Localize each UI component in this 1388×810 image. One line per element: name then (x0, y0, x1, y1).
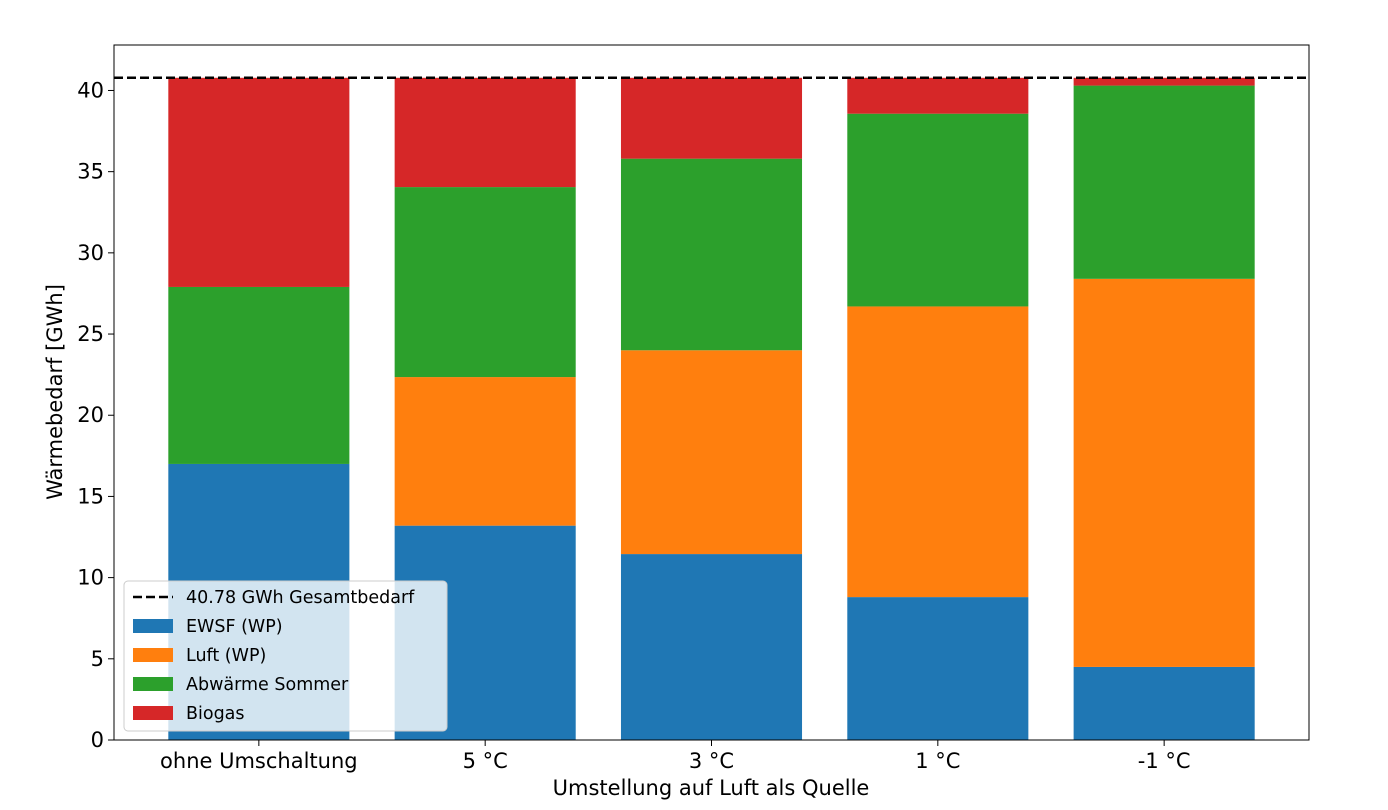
bar-segment-luft-wp--4 (1073, 278, 1255, 667)
bar-segment-abw-rme-sommer-2 (620, 158, 803, 351)
legend-label: Biogas (186, 704, 245, 724)
legend: 40.78 GWh Gesamtbedarf EWSF (WP) Luft (WP)… (123, 580, 448, 732)
bar-segment-biogas-3 (847, 77, 1029, 114)
y-tick-label: 0 (91, 728, 104, 752)
y-tick-label: 15 (77, 484, 104, 508)
bar-segment-biogas-1 (394, 77, 576, 188)
legend-label: Abwärme Sommer (186, 675, 349, 695)
bar-segment-biogas-0 (168, 77, 350, 287)
x-tick-label: 3 °C (689, 749, 734, 773)
legend-swatch (133, 619, 173, 633)
bar-segment-abw-rme-sommer-1 (394, 187, 576, 378)
legend-label: EWSF (WP) (186, 617, 283, 637)
bar-segment-luft-wp--1 (394, 377, 576, 526)
x-tick-label: -1 °C (1138, 749, 1191, 773)
y-tick-label: 30 (77, 241, 104, 265)
y-tick-label: 10 (77, 566, 104, 590)
y-tick-label: 5 (91, 647, 104, 671)
y-axis-label: Wärmebedarf [GWh] (43, 284, 67, 500)
x-axis-ticks: ohne Umschaltung 5 °C 3 °C 1 °C -1 °C (160, 740, 1191, 773)
bar-segment-ewsf-wp--2 (620, 554, 803, 740)
bar-segment-luft-wp--2 (620, 350, 803, 555)
y-tick-label: 25 (77, 322, 104, 346)
bar-segment-abw-rme-sommer-4 (1073, 85, 1255, 279)
x-tick-label: ohne Umschaltung (160, 749, 358, 773)
legend-label-reference: 40.78 GWh Gesamtbedarf (186, 588, 415, 608)
y-tick-label: 35 (77, 160, 104, 184)
y-tick-label: 20 (77, 403, 104, 427)
x-tick-label: 5 °C (463, 749, 508, 773)
legend-swatch (133, 706, 173, 720)
legend-swatch (133, 648, 173, 662)
bars (168, 77, 1255, 740)
bar-segment-biogas-2 (620, 77, 803, 159)
bar-segment-abw-rme-sommer-0 (168, 286, 350, 464)
legend-label: Luft (WP) (186, 646, 266, 666)
bar-segment-abw-rme-sommer-3 (847, 113, 1029, 307)
y-axis-ticks: 0 5 10 15 20 25 30 35 40 (77, 78, 114, 752)
legend-box (123, 580, 448, 732)
bar-segment-ewsf-wp--4 (1073, 666, 1255, 740)
bar-segment-biogas-4 (1073, 77, 1255, 86)
x-axis-label: Umstellung auf Luft als Quelle (553, 776, 870, 800)
bar-segment-luft-wp--3 (847, 306, 1029, 598)
y-tick-label: 40 (77, 78, 104, 102)
bar-segment-ewsf-wp--3 (847, 597, 1029, 740)
x-tick-label: 1 °C (915, 749, 960, 773)
legend-swatch (133, 677, 173, 691)
